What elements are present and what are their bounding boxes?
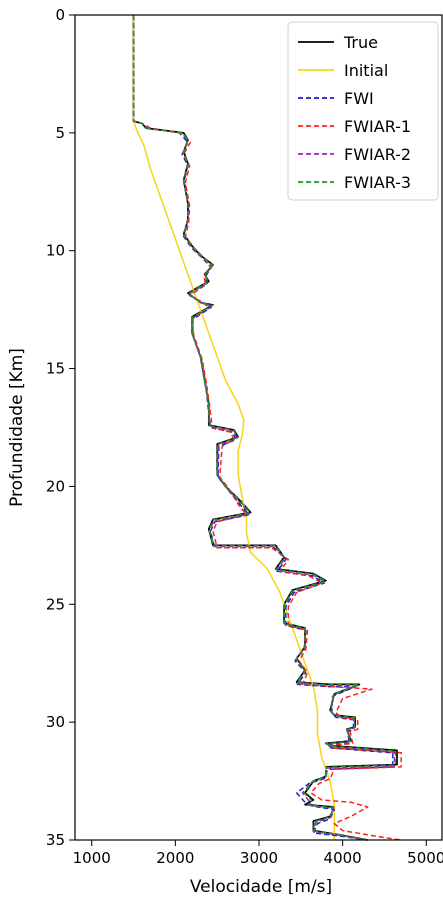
x-axis-label: Velocidade [m/s]: [190, 877, 332, 897]
y-tick-label: 0: [55, 6, 65, 24]
legend-box: [287, 21, 439, 201]
y-tick-label: 35: [46, 831, 65, 849]
legend-label: FWIAR-3: [344, 173, 411, 192]
y-tick-label: 30: [46, 713, 65, 731]
x-tick-label: 5000: [407, 849, 443, 867]
plot-lines: [132, 15, 402, 841]
series-line-fwiar-3: [132, 15, 397, 841]
y-axis: 0 5 10 15 20 25 30 35: [46, 6, 75, 849]
x-tick-label: 4000: [324, 849, 362, 867]
x-axis: 1000 2000 3000 4000 5000: [73, 840, 443, 867]
y-tick-label: 10: [46, 242, 65, 260]
y-tick-label: 5: [55, 124, 65, 142]
y-tick-label: 25: [46, 595, 65, 613]
x-tick-label: 2000: [156, 849, 194, 867]
legend-label: True: [343, 33, 378, 52]
y-tick-label: 15: [46, 360, 65, 378]
legend-label: FWIAR-2: [344, 145, 411, 164]
x-tick-label: 1000: [73, 849, 111, 867]
y-tick-label: 20: [46, 477, 65, 495]
legend-label: FWIAR-1: [344, 117, 411, 136]
legend-label: FWI: [344, 89, 374, 108]
legend: True Initial FWI FWIAR-1 FWIAR-2 FWIAR-3: [287, 21, 439, 201]
x-tick-label: 3000: [240, 849, 278, 867]
legend-label: Initial: [344, 61, 388, 80]
y-axis-label: Profundidade [Km]: [7, 348, 27, 507]
series-line-initial: [132, 15, 336, 840]
